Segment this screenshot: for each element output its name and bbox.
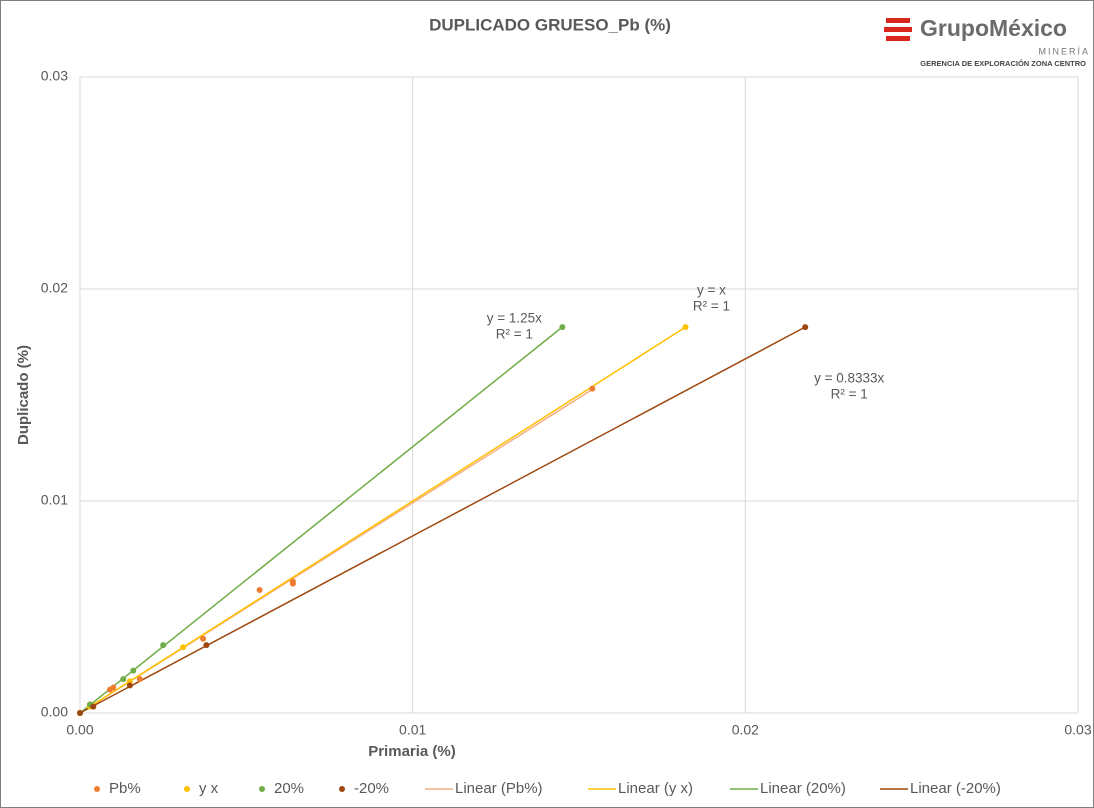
point — [203, 642, 210, 649]
trendline-label: y = 0.8333x — [814, 371, 884, 386]
point — [110, 684, 117, 691]
logo: GrupoMéxico MINERÍA GERENCIA DE EXPLORAC… — [884, 15, 1090, 68]
legend-label: Pb% — [109, 780, 141, 797]
logo-brand: GrupoMéxico — [920, 15, 1067, 41]
chart-title: DUPLICADO GRUESO_Pb (%) — [429, 15, 671, 34]
point — [77, 710, 83, 716]
trendline-label: y = x — [697, 283, 726, 298]
legend-marker — [259, 786, 265, 792]
trendline-label: y = 1.25x — [487, 311, 542, 326]
x-tick-label: 0.03 — [1064, 722, 1091, 738]
legend-label: -20% — [354, 780, 389, 797]
point — [160, 642, 167, 649]
trendline — [79, 326, 563, 714]
trendline-label: R² = 1 — [693, 299, 730, 314]
x-axis-title: Primaria (%) — [368, 743, 456, 760]
legend-marker — [94, 786, 100, 792]
logo-division: MINERÍA — [1038, 46, 1090, 56]
point — [589, 385, 596, 392]
legend-label: Linear (-20%) — [910, 780, 1001, 797]
y-tick-label: 0.03 — [41, 68, 68, 84]
legend-label: y x — [199, 780, 219, 797]
legend-marker — [339, 786, 345, 792]
point — [126, 682, 133, 689]
x-tick-label: 0.00 — [66, 722, 93, 738]
legend-label: 20% — [274, 780, 304, 797]
y-tick-label: 0.02 — [41, 280, 68, 296]
legend-label: Linear (y x) — [618, 780, 693, 797]
legend-label: Linear (Pb%) — [455, 780, 543, 797]
point — [130, 667, 137, 674]
point — [120, 676, 127, 683]
point — [136, 676, 143, 683]
legend-marker — [184, 786, 190, 792]
point — [200, 635, 207, 642]
point — [90, 703, 97, 710]
x-tick-label: 0.02 — [732, 722, 759, 738]
point — [180, 644, 187, 651]
trendline-label: R² = 1 — [831, 387, 868, 402]
y-tick-label: 0.01 — [41, 492, 68, 508]
y-tick-label: 0.00 — [41, 704, 68, 720]
trendline-label: R² = 1 — [496, 327, 533, 342]
x-tick-label: 0.01 — [399, 722, 426, 738]
point — [682, 324, 689, 331]
legend-label: Linear (20%) — [760, 780, 846, 797]
trendline — [79, 326, 806, 714]
point — [289, 580, 296, 587]
logo-icon — [884, 18, 912, 41]
point — [802, 324, 809, 331]
logo-unit: GERENCIA DE EXPLORACIÓN ZONA CENTRO — [920, 59, 1086, 68]
point — [126, 678, 133, 685]
y-axis-title: Duplicado (%) — [15, 345, 32, 445]
point — [559, 324, 566, 331]
point — [256, 587, 263, 594]
